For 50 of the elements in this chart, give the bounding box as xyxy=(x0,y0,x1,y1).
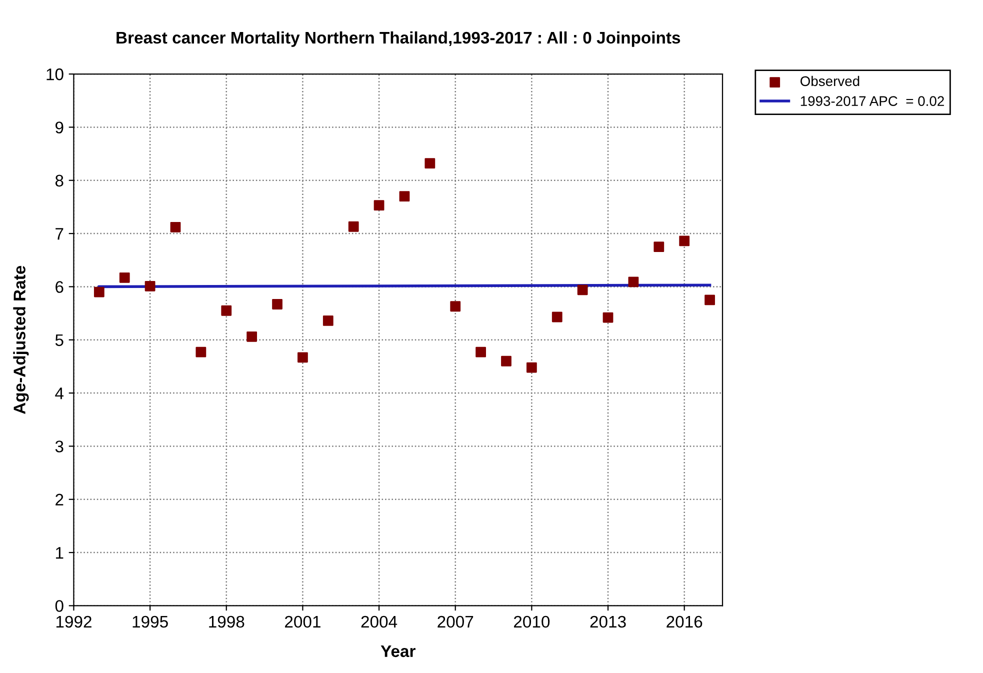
y-tick-label: 2 xyxy=(56,494,64,506)
y-tick-label: 8 xyxy=(55,174,64,187)
x-tick-label: 1995 xyxy=(132,616,168,628)
y-tick-label: 7 xyxy=(56,228,64,240)
point xyxy=(552,312,562,322)
x-tick-label: 2016 xyxy=(666,616,702,628)
chart-title: Breast cancer Mortality Northern Thailand,1993-2017 : All : 0 Joinpoints xyxy=(116,31,680,47)
legend-label: Observed xyxy=(800,76,860,86)
point xyxy=(704,294,715,306)
x-axis-title: Year xyxy=(380,645,416,658)
x-tick-label: 2007 xyxy=(438,616,474,628)
point xyxy=(450,301,461,312)
x-tick-label: 2013 xyxy=(590,616,626,628)
point xyxy=(476,346,486,358)
point xyxy=(246,331,258,342)
point xyxy=(679,236,690,246)
x-tick-label: 2001 xyxy=(285,616,320,628)
y-axis-title: Age-Adjusted Rate xyxy=(13,266,29,414)
point xyxy=(424,158,436,169)
point xyxy=(196,346,206,358)
y-tick-label: 0 xyxy=(55,600,64,612)
point xyxy=(602,312,614,323)
point xyxy=(272,299,282,310)
point xyxy=(322,316,334,326)
y-tick-label: 3 xyxy=(55,440,64,452)
y-tick-label: 10 xyxy=(46,68,64,80)
point xyxy=(654,242,664,252)
y-tick-label: 9 xyxy=(56,122,64,134)
point xyxy=(348,221,359,232)
y-tick-label: 6 xyxy=(56,281,64,293)
x-tick-label: 1992 xyxy=(56,616,92,628)
point xyxy=(399,191,410,202)
point xyxy=(94,286,104,298)
x-tick-label: 2010 xyxy=(514,616,550,628)
y-tick-label: 5 xyxy=(55,334,64,346)
point xyxy=(526,362,537,373)
point xyxy=(298,352,308,363)
point xyxy=(628,276,639,288)
point xyxy=(374,200,384,211)
y-tick-label: 4 xyxy=(55,388,64,400)
point xyxy=(577,284,588,296)
point xyxy=(144,280,156,292)
point xyxy=(170,222,181,232)
point xyxy=(221,305,232,316)
point xyxy=(501,356,512,366)
x-tick-label: 2004 xyxy=(361,616,398,628)
x-tick-label: 1998 xyxy=(209,616,244,628)
y-tick-label: 1 xyxy=(56,547,64,559)
legend-label: 1993-2017 APC = 0.02 xyxy=(800,96,944,106)
point xyxy=(119,272,130,283)
